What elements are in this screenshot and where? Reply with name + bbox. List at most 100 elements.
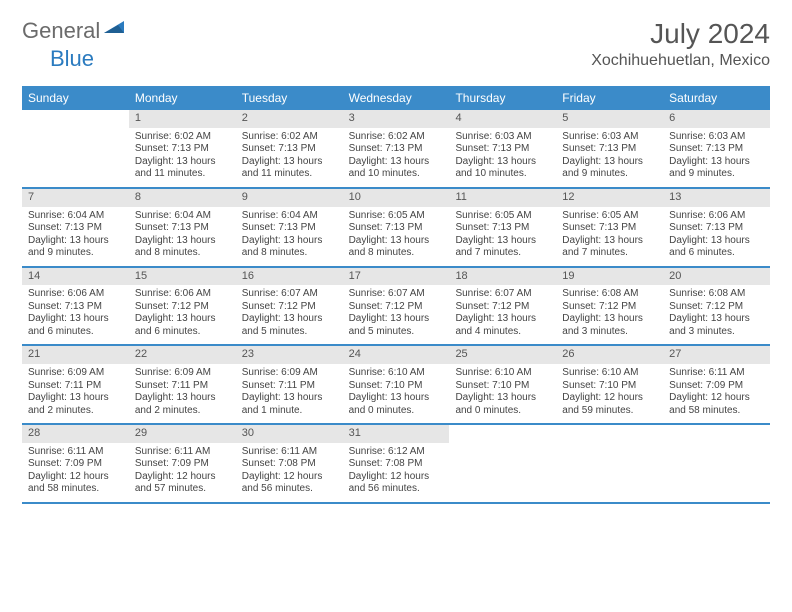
day-sunset: Sunset: 7:13 PM — [455, 222, 550, 235]
day-sunrise: Sunrise: 6:04 AM — [242, 210, 337, 223]
day-sunset: Sunset: 7:11 PM — [135, 380, 230, 393]
day-body: Sunrise: 6:02 AMSunset: 7:13 PMDaylight:… — [343, 128, 450, 187]
day-cell: 19Sunrise: 6:08 AMSunset: 7:12 PMDayligh… — [556, 268, 663, 345]
week-row: 14Sunrise: 6:06 AMSunset: 7:13 PMDayligh… — [22, 268, 770, 347]
day-sunrise: Sunrise: 6:12 AM — [349, 446, 444, 459]
day-cell: 2Sunrise: 6:02 AMSunset: 7:13 PMDaylight… — [236, 110, 343, 187]
day-cell: 4Sunrise: 6:03 AMSunset: 7:13 PMDaylight… — [449, 110, 556, 187]
day-header-row: SundayMondayTuesdayWednesdayThursdayFrid… — [22, 86, 770, 110]
day-sunrise: Sunrise: 6:10 AM — [562, 367, 657, 380]
day-cell: 31Sunrise: 6:12 AMSunset: 7:08 PMDayligh… — [343, 425, 450, 502]
day-sunset: Sunset: 7:10 PM — [455, 380, 550, 393]
day-dl2: and 11 minutes. — [135, 168, 230, 181]
day-dl1: Daylight: 13 hours — [455, 235, 550, 248]
logo-triangle-icon — [104, 19, 126, 40]
day-sunset: Sunset: 7:13 PM — [28, 222, 123, 235]
day-number: 30 — [236, 425, 343, 443]
day-dl1: Daylight: 13 hours — [349, 156, 444, 169]
day-sunset: Sunset: 7:11 PM — [242, 380, 337, 393]
day-sunset: Sunset: 7:09 PM — [135, 458, 230, 471]
day-cell: 3Sunrise: 6:02 AMSunset: 7:13 PMDaylight… — [343, 110, 450, 187]
day-cell — [449, 425, 556, 502]
day-dl1: Daylight: 12 hours — [669, 392, 764, 405]
day-dl1: Daylight: 13 hours — [562, 313, 657, 326]
day-dl1: Daylight: 13 hours — [669, 235, 764, 248]
day-sunset: Sunset: 7:13 PM — [669, 143, 764, 156]
day-dl2: and 8 minutes. — [135, 247, 230, 260]
day-sunrise: Sunrise: 6:03 AM — [455, 131, 550, 144]
day-sunset: Sunset: 7:12 PM — [455, 301, 550, 314]
day-body: Sunrise: 6:04 AMSunset: 7:13 PMDaylight:… — [129, 207, 236, 266]
day-sunrise: Sunrise: 6:07 AM — [349, 288, 444, 301]
day-sunset: Sunset: 7:09 PM — [669, 380, 764, 393]
day-body: Sunrise: 6:10 AMSunset: 7:10 PMDaylight:… — [449, 364, 556, 423]
day-body: Sunrise: 6:11 AMSunset: 7:09 PMDaylight:… — [129, 443, 236, 502]
day-dl2: and 2 minutes. — [28, 405, 123, 418]
day-dl2: and 9 minutes. — [562, 168, 657, 181]
day-number: 18 — [449, 268, 556, 286]
day-dl2: and 6 minutes. — [135, 326, 230, 339]
day-dl1: Daylight: 12 hours — [349, 471, 444, 484]
day-sunset: Sunset: 7:12 PM — [135, 301, 230, 314]
day-dl2: and 5 minutes. — [349, 326, 444, 339]
logo: General — [22, 18, 128, 44]
day-dl2: and 2 minutes. — [135, 405, 230, 418]
day-sunrise: Sunrise: 6:11 AM — [135, 446, 230, 459]
title-block: July 2024 Xochihuehuetlan, Mexico — [591, 18, 770, 70]
day-sunrise: Sunrise: 6:09 AM — [135, 367, 230, 380]
day-header-wednesday: Wednesday — [343, 86, 450, 110]
day-number: 20 — [663, 268, 770, 286]
day-dl2: and 10 minutes. — [455, 168, 550, 181]
day-body: Sunrise: 6:12 AMSunset: 7:08 PMDaylight:… — [343, 443, 450, 502]
day-cell: 9Sunrise: 6:04 AMSunset: 7:13 PMDaylight… — [236, 189, 343, 266]
day-sunrise: Sunrise: 6:10 AM — [349, 367, 444, 380]
day-body: Sunrise: 6:03 AMSunset: 7:13 PMDaylight:… — [663, 128, 770, 187]
day-number: 5 — [556, 110, 663, 128]
day-body: Sunrise: 6:03 AMSunset: 7:13 PMDaylight:… — [449, 128, 556, 187]
day-sunset: Sunset: 7:13 PM — [562, 222, 657, 235]
day-body: Sunrise: 6:06 AMSunset: 7:13 PMDaylight:… — [22, 285, 129, 344]
day-number: 7 — [22, 189, 129, 207]
day-header-monday: Monday — [129, 86, 236, 110]
day-dl1: Daylight: 13 hours — [349, 235, 444, 248]
day-sunset: Sunset: 7:12 PM — [562, 301, 657, 314]
day-body: Sunrise: 6:07 AMSunset: 7:12 PMDaylight:… — [449, 285, 556, 344]
day-sunrise: Sunrise: 6:05 AM — [562, 210, 657, 223]
day-sunset: Sunset: 7:10 PM — [562, 380, 657, 393]
day-sunset: Sunset: 7:08 PM — [242, 458, 337, 471]
day-sunset: Sunset: 7:13 PM — [349, 143, 444, 156]
day-sunrise: Sunrise: 6:09 AM — [242, 367, 337, 380]
day-dl2: and 3 minutes. — [669, 326, 764, 339]
day-dl2: and 3 minutes. — [562, 326, 657, 339]
day-cell — [556, 425, 663, 502]
day-sunrise: Sunrise: 6:02 AM — [349, 131, 444, 144]
day-sunset: Sunset: 7:11 PM — [28, 380, 123, 393]
day-dl2: and 4 minutes. — [455, 326, 550, 339]
day-dl1: Daylight: 12 hours — [562, 392, 657, 405]
day-cell: 28Sunrise: 6:11 AMSunset: 7:09 PMDayligh… — [22, 425, 129, 502]
day-sunset: Sunset: 7:13 PM — [135, 143, 230, 156]
day-dl1: Daylight: 13 hours — [349, 392, 444, 405]
day-number — [663, 425, 770, 443]
day-number: 15 — [129, 268, 236, 286]
day-number: 29 — [129, 425, 236, 443]
day-dl2: and 58 minutes. — [669, 405, 764, 418]
day-number: 17 — [343, 268, 450, 286]
day-dl1: Daylight: 13 hours — [242, 235, 337, 248]
day-body: Sunrise: 6:06 AMSunset: 7:13 PMDaylight:… — [663, 207, 770, 266]
day-cell: 21Sunrise: 6:09 AMSunset: 7:11 PMDayligh… — [22, 346, 129, 423]
week-row: 7Sunrise: 6:04 AMSunset: 7:13 PMDaylight… — [22, 189, 770, 268]
day-sunset: Sunset: 7:08 PM — [349, 458, 444, 471]
day-body: Sunrise: 6:10 AMSunset: 7:10 PMDaylight:… — [343, 364, 450, 423]
day-number: 31 — [343, 425, 450, 443]
day-dl2: and 9 minutes. — [669, 168, 764, 181]
day-number: 13 — [663, 189, 770, 207]
day-cell: 12Sunrise: 6:05 AMSunset: 7:13 PMDayligh… — [556, 189, 663, 266]
day-body: Sunrise: 6:02 AMSunset: 7:13 PMDaylight:… — [236, 128, 343, 187]
day-dl2: and 56 minutes. — [242, 483, 337, 496]
day-cell — [22, 110, 129, 187]
day-number: 10 — [343, 189, 450, 207]
day-sunset: Sunset: 7:12 PM — [669, 301, 764, 314]
day-body: Sunrise: 6:09 AMSunset: 7:11 PMDaylight:… — [22, 364, 129, 423]
day-number — [22, 110, 129, 128]
